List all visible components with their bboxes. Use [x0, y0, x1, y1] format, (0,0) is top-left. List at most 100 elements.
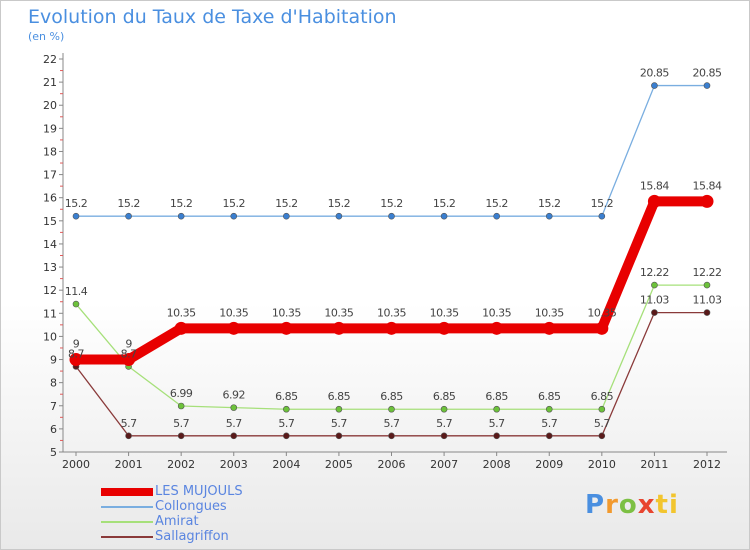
data-label: 6.85	[275, 390, 298, 403]
data-label: 20.85	[640, 67, 669, 80]
data-label: 5.7	[278, 417, 294, 430]
x-tick-label: 2000	[62, 458, 90, 471]
proxiti-logo: Proxti	[585, 490, 679, 520]
data-point	[177, 432, 185, 440]
y-tick-label: 16	[43, 192, 57, 205]
data-point	[651, 82, 658, 89]
data-label: 12.22	[693, 266, 722, 279]
data-label: 6.85	[591, 390, 614, 403]
y-tick-label: 12	[43, 284, 57, 297]
y-tick-label: 14	[43, 238, 57, 251]
data-label: 6.85	[328, 390, 351, 403]
x-tick-label: 2006	[378, 458, 406, 471]
data-point	[651, 281, 658, 289]
y-tick-label: 21	[43, 76, 57, 89]
data-point	[335, 432, 343, 440]
legend-swatch	[101, 536, 153, 538]
data-label: 5.7	[541, 417, 557, 430]
data-label: 9	[73, 338, 80, 351]
data-point	[230, 432, 238, 440]
data-point	[388, 432, 395, 440]
data-point	[647, 194, 661, 208]
data-label: 6.85	[485, 390, 508, 403]
data-point	[490, 321, 504, 335]
data-label: 5.7	[436, 417, 452, 430]
x-tick-label: 2003	[220, 458, 248, 471]
data-label: 15.2	[380, 197, 403, 210]
data-label: 5.7	[594, 417, 610, 430]
y-tick-label: 9	[50, 354, 57, 367]
data-label: 15.2	[328, 197, 351, 210]
data-label: 10.35	[324, 306, 353, 319]
y-tick-label: 22	[43, 53, 57, 66]
data-label: 12.22	[640, 266, 669, 279]
data-point	[440, 212, 448, 220]
data-point	[545, 432, 553, 440]
data-label: 10.35	[272, 306, 301, 319]
y-tick-label: 13	[43, 261, 57, 274]
legend-label: Sallagriffon	[155, 529, 229, 544]
data-point	[545, 405, 553, 413]
data-label: 11.4	[65, 285, 88, 298]
legend-swatch	[101, 506, 153, 508]
data-point	[283, 432, 290, 440]
x-tick-label: 2009	[535, 458, 563, 471]
y-tick-label: 18	[43, 145, 57, 158]
y-tick-label: 10	[43, 330, 57, 343]
x-tick-label: 2002	[167, 458, 195, 471]
data-point	[332, 321, 346, 335]
data-point	[335, 405, 343, 413]
y-tick-label: 17	[43, 169, 57, 182]
data-point	[437, 321, 451, 335]
data-label: 9	[125, 338, 132, 351]
data-point	[545, 212, 553, 220]
data-label: 8.7	[121, 347, 137, 360]
legend-label: Amirat	[155, 514, 199, 529]
unit-label: (en %)	[28, 30, 65, 43]
data-label: 6.85	[538, 390, 561, 403]
y-tick-label: 19	[43, 122, 57, 135]
y-tick-label: 15	[43, 215, 57, 228]
data-point	[230, 404, 238, 411]
data-label: 15.84	[693, 179, 722, 192]
data-label: 15.2	[117, 197, 140, 210]
data-point	[598, 432, 606, 440]
data-point	[177, 402, 185, 410]
data-point	[227, 321, 241, 335]
data-label: 6.85	[433, 390, 456, 403]
y-tick-label: 20	[43, 99, 57, 112]
data-point	[703, 82, 711, 89]
data-point	[174, 321, 188, 335]
x-tick-label: 2001	[115, 458, 143, 471]
data-point	[703, 309, 711, 316]
data-point	[700, 194, 714, 208]
data-label: 5.7	[331, 417, 347, 430]
data-point	[651, 309, 658, 316]
y-tick-label: 7	[50, 400, 57, 413]
data-label: 10.35	[482, 306, 511, 319]
data-point	[72, 212, 80, 220]
data-point	[69, 353, 83, 367]
legend-label: Collongues	[155, 499, 227, 514]
data-point	[388, 212, 395, 220]
data-point	[122, 353, 136, 367]
data-point	[595, 321, 609, 335]
data-label: 15.2	[223, 197, 246, 210]
data-label: 15.2	[485, 197, 508, 210]
data-label: 10.35	[535, 306, 564, 319]
data-label: 20.85	[693, 67, 722, 80]
data-point	[72, 300, 80, 308]
data-label: 6.99	[170, 387, 193, 400]
data-point	[177, 212, 185, 220]
y-tick-label: 8	[50, 377, 57, 390]
data-label: 10.35	[430, 306, 459, 319]
data-label: 11.03	[640, 294, 669, 307]
data-point	[440, 405, 448, 413]
data-label: 6.85	[380, 390, 403, 403]
data-label: 15.84	[640, 179, 669, 192]
data-label: 15.2	[433, 197, 456, 210]
data-point	[125, 432, 132, 440]
y-tick-label: 11	[43, 307, 57, 320]
